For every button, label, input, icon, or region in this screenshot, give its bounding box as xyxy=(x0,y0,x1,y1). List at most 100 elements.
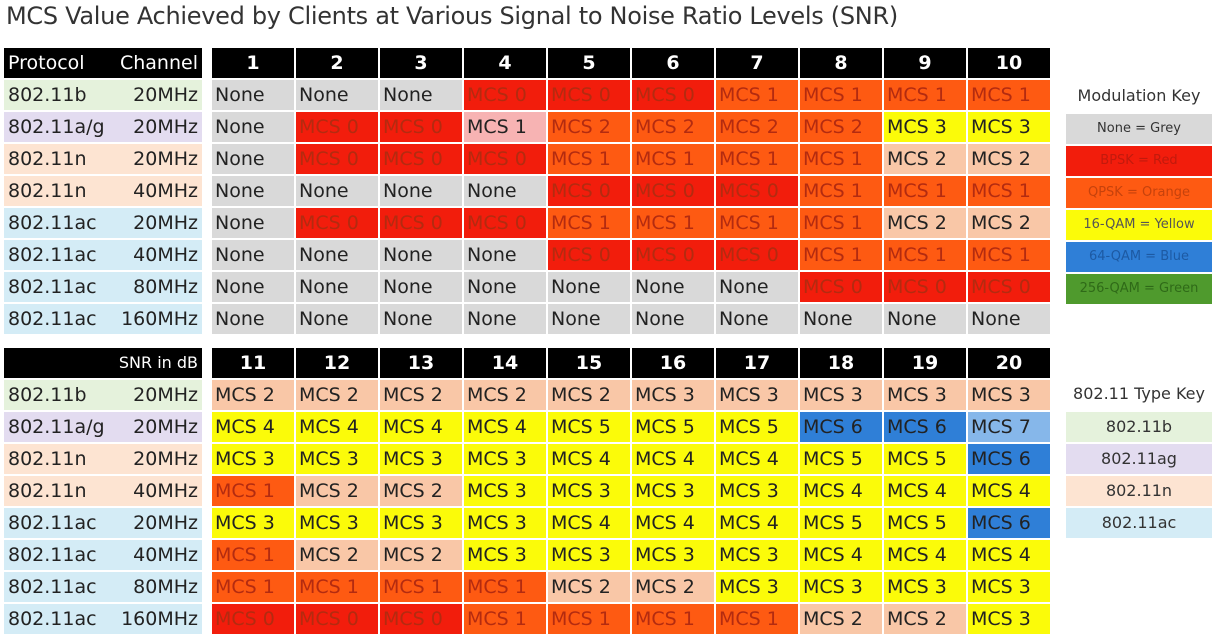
mcs-cell: MCS 0 xyxy=(632,80,714,110)
modulation-key-item: 256-QAM = Green xyxy=(1066,274,1212,304)
mcs-cell: MCS 3 xyxy=(968,112,1050,142)
mcs-cell: MCS 4 xyxy=(968,476,1050,506)
mcs-cell: MCS 0 xyxy=(296,144,378,174)
snr-column-header: 7 xyxy=(716,48,798,78)
mcs-cell: MCS 1 xyxy=(968,80,1050,110)
type-key-item: 802.11b xyxy=(1066,412,1212,442)
mcs-cell: MCS 3 xyxy=(464,508,546,538)
snr-column-header: 12 xyxy=(296,348,378,378)
mcs-cell: MCS 4 xyxy=(380,412,462,442)
channel-label: 160MHz xyxy=(116,304,202,334)
mcs-cell: MCS 1 xyxy=(632,604,714,634)
mcs-cell: MCS 1 xyxy=(800,208,882,238)
channel-label: 20MHz xyxy=(116,112,202,142)
mcs-cell: MCS 2 xyxy=(296,540,378,570)
mcs-cell: MCS 0 xyxy=(632,176,714,206)
mcs-cell: MCS 4 xyxy=(632,444,714,474)
mcs-cell: MCS 6 xyxy=(968,444,1050,474)
mcs-cell: MCS 3 xyxy=(296,508,378,538)
mcs-cell: MCS 1 xyxy=(800,80,882,110)
protocol-label: 802.11ac xyxy=(4,272,116,302)
mcs-cell: MCS 0 xyxy=(548,240,630,270)
protocol-label: 802.11n xyxy=(4,144,116,174)
mcs-cell: MCS 2 xyxy=(968,208,1050,238)
mcs-cell: MCS 1 xyxy=(884,80,966,110)
protocol-label: 802.11n xyxy=(4,444,116,474)
mcs-cell: MCS 3 xyxy=(212,508,294,538)
mcs-cell: MCS 0 xyxy=(380,208,462,238)
protocol-label: 802.11a/g xyxy=(4,112,116,142)
modulation-key-item: QPSK = Orange xyxy=(1066,178,1212,208)
mcs-cell: MCS 5 xyxy=(800,444,882,474)
mcs-cell: None xyxy=(884,304,966,334)
snr-column-header: 11 xyxy=(212,348,294,378)
mcs-cell: MCS 1 xyxy=(884,176,966,206)
mcs-cell: MCS 3 xyxy=(464,476,546,506)
mcs-cell: MCS 3 xyxy=(464,540,546,570)
mcs-cell: MCS 0 xyxy=(464,80,546,110)
mcs-cell: None xyxy=(464,304,546,334)
mcs-cell: MCS 2 xyxy=(716,112,798,142)
snr-column-header: 10 xyxy=(968,48,1050,78)
mcs-cell: MCS 1 xyxy=(800,144,882,174)
mcs-cell: MCS 0 xyxy=(296,208,378,238)
channel-label: 20MHz xyxy=(116,412,202,442)
protocol-label: 802.11a/g xyxy=(4,412,116,442)
mcs-cell: MCS 3 xyxy=(632,540,714,570)
channel-label: 20MHz xyxy=(116,508,202,538)
channel-label: 40MHz xyxy=(116,540,202,570)
snr-column-header: 20 xyxy=(968,348,1050,378)
mcs-cell: MCS 4 xyxy=(464,412,546,442)
mcs-cell: None xyxy=(968,304,1050,334)
snr-column-header: 2 xyxy=(296,48,378,78)
mcs-cell: None xyxy=(464,240,546,270)
chart-title: MCS Value Achieved by Clients at Various… xyxy=(6,2,898,30)
channel-label: 80MHz xyxy=(116,572,202,602)
snr-column-header: 4 xyxy=(464,48,546,78)
mcs-cell: MCS 4 xyxy=(716,508,798,538)
snr-column-header: 13 xyxy=(380,348,462,378)
protocol-label: 802.11b xyxy=(4,80,116,110)
mcs-cell: MCS 0 xyxy=(380,112,462,142)
mcs-cell: None xyxy=(548,272,630,302)
mcs-cell: MCS 2 xyxy=(212,380,294,410)
mcs-cell: None xyxy=(380,304,462,334)
type-key-item: 802.11ac xyxy=(1066,508,1212,538)
mcs-cell: None xyxy=(380,240,462,270)
mcs-cell: MCS 2 xyxy=(464,380,546,410)
mcs-cell: None xyxy=(212,144,294,174)
modulation-key-item: BPSK = Red xyxy=(1066,146,1212,176)
mcs-cell: MCS 4 xyxy=(548,444,630,474)
channel-label: 20MHz xyxy=(116,80,202,110)
mcs-cell: MCS 5 xyxy=(884,444,966,474)
mcs-cell: None xyxy=(212,208,294,238)
mcs-cell: MCS 1 xyxy=(464,572,546,602)
mcs-cell: None xyxy=(296,80,378,110)
type-key-title: 802.11 Type Key xyxy=(1073,384,1205,403)
channel-header: Channel xyxy=(116,48,202,78)
mcs-cell: MCS 2 xyxy=(800,604,882,634)
mcs-cell: MCS 0 xyxy=(464,144,546,174)
protocol-label: 802.11ac xyxy=(4,540,116,570)
mcs-cell: MCS 0 xyxy=(968,272,1050,302)
mcs-cell: MCS 3 xyxy=(380,444,462,474)
mcs-cell: MCS 0 xyxy=(632,240,714,270)
protocol-label: 802.11ac xyxy=(4,604,116,634)
mcs-cell: MCS 2 xyxy=(632,572,714,602)
snr-column-header: 15 xyxy=(548,348,630,378)
mcs-cell: MCS 3 xyxy=(632,476,714,506)
mcs-cell: MCS 1 xyxy=(884,240,966,270)
snr-column-header: 17 xyxy=(716,348,798,378)
type-key-item: 802.11n xyxy=(1066,476,1212,506)
mcs-cell: MCS 1 xyxy=(968,176,1050,206)
mcs-cell: MCS 1 xyxy=(632,208,714,238)
mcs-cell: MCS 1 xyxy=(716,80,798,110)
mcs-cell: MCS 1 xyxy=(296,572,378,602)
mcs-cell: MCS 1 xyxy=(632,144,714,174)
channel-label: 40MHz xyxy=(116,476,202,506)
mcs-cell: MCS 3 xyxy=(716,380,798,410)
mcs-cell: None xyxy=(548,304,630,334)
mcs-cell: MCS 1 xyxy=(380,572,462,602)
mcs-cell: MCS 3 xyxy=(968,604,1050,634)
mcs-cell: None xyxy=(464,272,546,302)
